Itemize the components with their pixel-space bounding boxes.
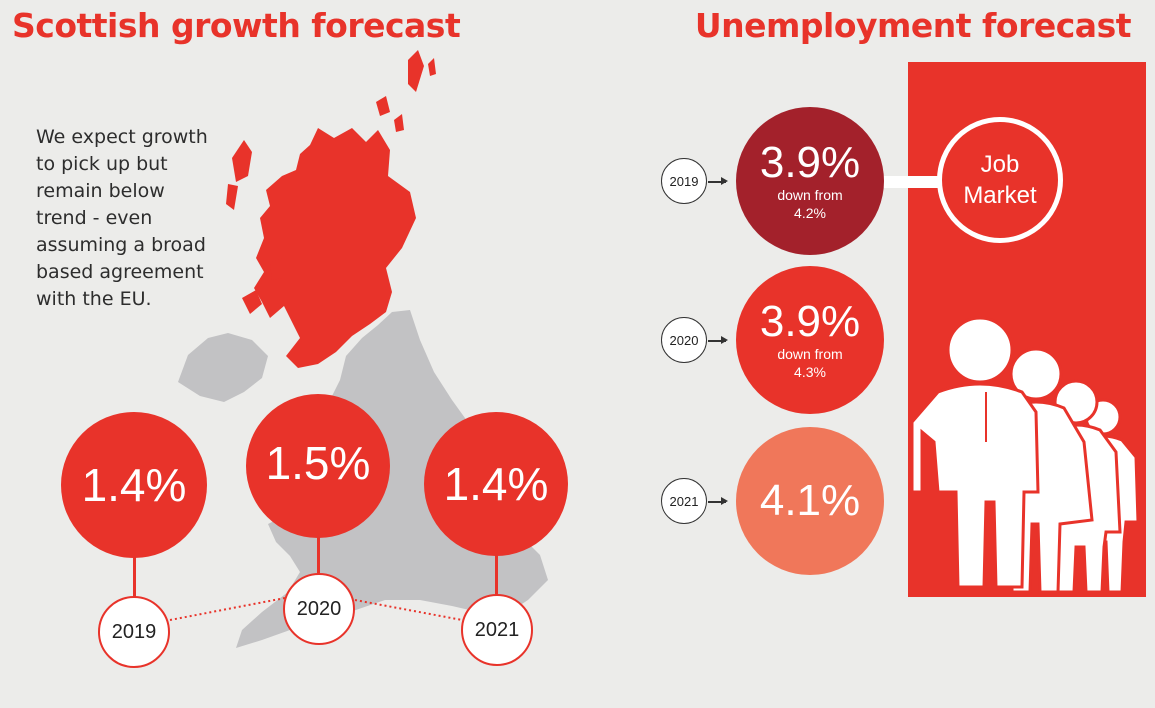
job-market-label-line1: Job <box>980 151 1020 178</box>
unemployment-value-2019: 3.9% down from 4.2% <box>736 107 884 255</box>
unemployment-rate-2019: 3.9% <box>759 138 861 187</box>
growth-value-2020: 1.5% <box>246 394 390 538</box>
unemployment-rate-2021: 4.1% <box>759 476 861 525</box>
northern-ireland-shape <box>178 333 268 402</box>
growth-stem-2021 <box>495 540 498 598</box>
unemployment-previous-2020: 4.3% <box>794 364 826 380</box>
growth-value-2021: 1.4% <box>424 412 568 556</box>
job-market-badge: Job Market <box>937 117 1063 243</box>
arrow-icon <box>708 337 728 343</box>
england-wales-shape <box>236 310 548 648</box>
unemployment-note-2020: down from <box>777 346 843 362</box>
growth-description: We expect growth to pick up but remain b… <box>36 126 208 310</box>
scotland-shape <box>254 128 416 368</box>
unemployment-previous-2019: 4.2% <box>794 205 826 221</box>
people-queue-icon <box>910 316 1140 594</box>
growth-stem-2019 <box>133 540 136 602</box>
growth-year-2019: 2019 <box>98 596 170 668</box>
arrow-icon <box>708 498 728 504</box>
job-market-label-line2: Market <box>963 182 1037 209</box>
growth-title: Scottish growth forecast <box>12 6 461 45</box>
unemployment-value-2021: 4.1% <box>736 427 884 575</box>
growth-year-2021: 2021 <box>461 594 533 666</box>
unemployment-year-2019: 2019 <box>661 158 707 204</box>
uk-map-illustration <box>169 50 548 648</box>
growth-stem-2020 <box>317 520 320 578</box>
unemployment-title: Unemployment forecast <box>694 6 1132 45</box>
unemployment-year-2021: 2021 <box>661 478 707 524</box>
job-market-connector <box>884 176 940 188</box>
unemployment-rate-2020: 3.9% <box>759 297 861 346</box>
arrow-icon <box>708 178 728 184</box>
unemployment-note-2019: down from <box>777 187 843 203</box>
growth-year-2020: 2020 <box>283 573 355 645</box>
unemployment-value-2020: 3.9% down from 4.3% <box>736 266 884 414</box>
growth-value-2019: 1.4% <box>61 412 207 558</box>
unemployment-year-2020: 2020 <box>661 317 707 363</box>
